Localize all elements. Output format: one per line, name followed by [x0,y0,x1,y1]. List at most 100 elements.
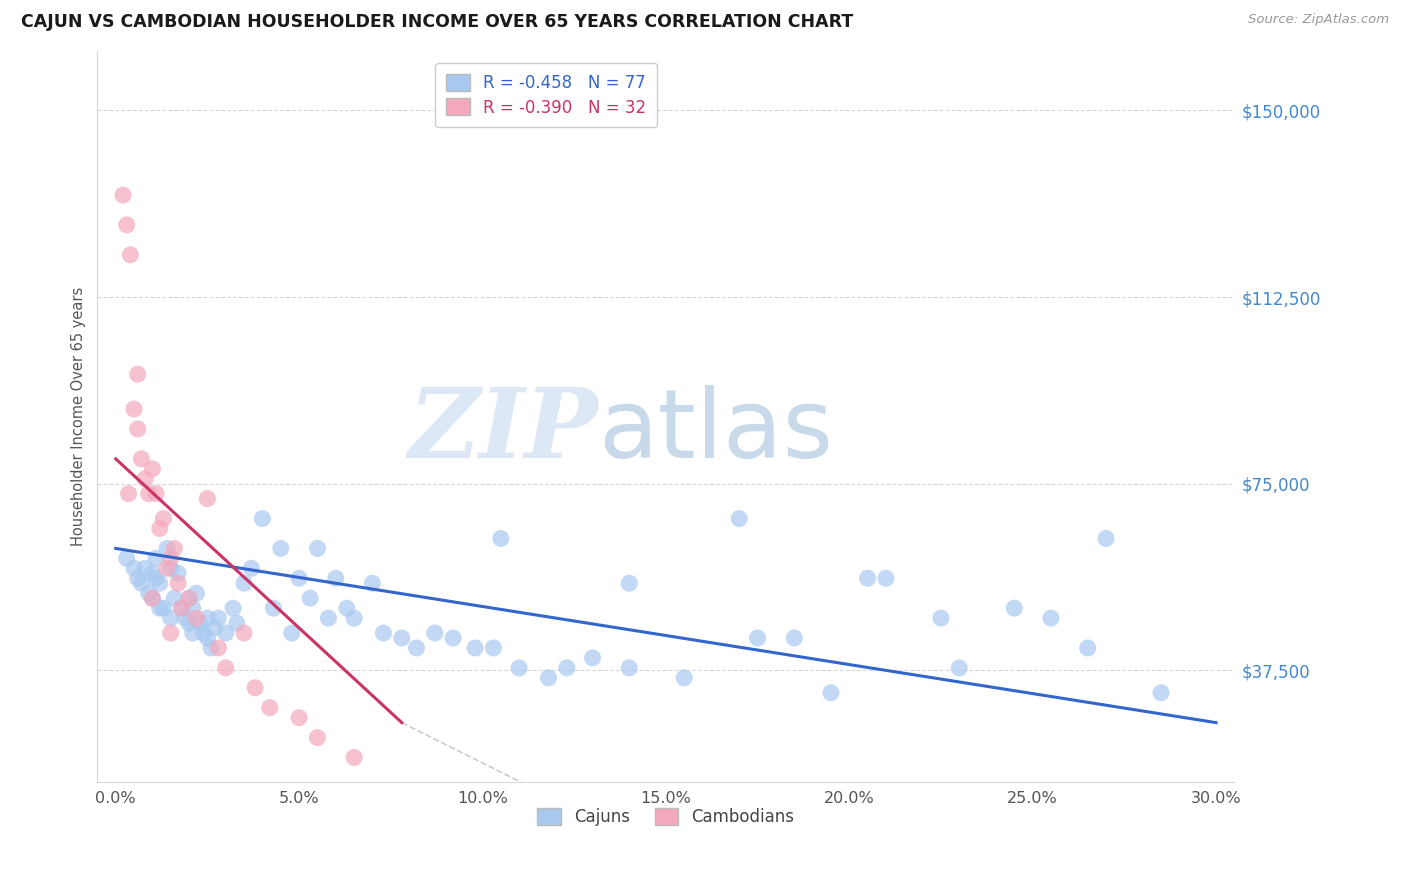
Point [122,561,145,575]
Point [174,611,197,625]
Point [307,731,329,745]
Point [343,611,366,625]
Point [747,631,769,645]
Point [141,591,163,606]
Point [336,601,359,615]
Point [197,631,219,645]
Point [464,640,486,655]
Point [259,700,281,714]
Point [149,521,172,535]
Point [163,541,186,556]
Point [215,661,238,675]
Point [619,661,641,675]
Point [222,601,245,615]
Point [167,566,190,581]
Point [145,571,167,585]
Point [343,750,366,764]
Point [215,626,238,640]
Point [197,611,219,625]
Point [131,576,153,591]
Point [489,532,512,546]
Point [177,591,200,606]
Point [555,661,578,675]
Point [207,611,229,625]
Point [138,586,160,600]
Point [193,626,215,640]
Point [163,591,186,606]
Point [482,640,505,655]
Text: atlas: atlas [598,384,832,477]
Point [134,472,156,486]
Point [127,571,149,585]
Point [441,631,464,645]
Point [127,422,149,436]
Point [1040,611,1063,625]
Point [197,491,219,506]
Text: ZIP: ZIP [408,384,598,478]
Point [537,671,560,685]
Point [233,626,256,640]
Point [188,616,211,631]
Point [373,626,395,640]
Point [181,601,204,615]
Point [856,571,879,585]
Point [875,571,897,585]
Point [177,616,200,631]
Point [288,571,311,585]
Point [262,601,284,615]
Point [170,601,193,615]
Point [783,631,806,645]
Point [204,621,226,635]
Point [112,188,135,202]
Point [152,511,174,525]
Point [159,561,181,575]
Point [138,486,160,500]
Point [307,541,329,556]
Point [508,661,530,675]
Point [673,671,696,685]
Point [1002,601,1025,615]
Point [423,626,446,640]
Point [156,541,179,556]
Point [405,640,427,655]
Point [152,601,174,615]
Point [134,561,156,575]
Point [929,611,952,625]
Point [391,631,413,645]
Point [141,566,163,581]
Point [243,681,266,695]
Point [115,218,138,232]
Point [186,611,208,625]
Point [159,626,181,640]
Point [186,586,208,600]
Point [141,462,163,476]
Point [177,591,200,606]
Point [361,576,384,591]
Point [159,551,181,566]
Point [167,576,190,591]
Point [156,561,179,575]
Point [200,640,222,655]
Text: Source: ZipAtlas.com: Source: ZipAtlas.com [1249,13,1389,27]
Point [207,640,229,655]
Point [149,601,172,615]
Point [170,601,193,615]
Text: CAJUN VS CAMBODIAN HOUSEHOLDER INCOME OVER 65 YEARS CORRELATION CHART: CAJUN VS CAMBODIAN HOUSEHOLDER INCOME OV… [21,13,853,31]
Point [325,571,347,585]
Point [131,451,153,466]
Point [1095,532,1118,546]
Point [252,511,274,525]
Point [728,511,751,525]
Point [233,576,256,591]
Point [820,686,842,700]
Point [1150,686,1173,700]
Point [127,368,149,382]
Point [240,561,263,575]
Point [1077,640,1099,655]
Point [225,616,247,631]
Point [145,486,167,500]
Point [281,626,304,640]
Point [299,591,322,606]
Point [141,591,163,606]
Point [581,651,603,665]
